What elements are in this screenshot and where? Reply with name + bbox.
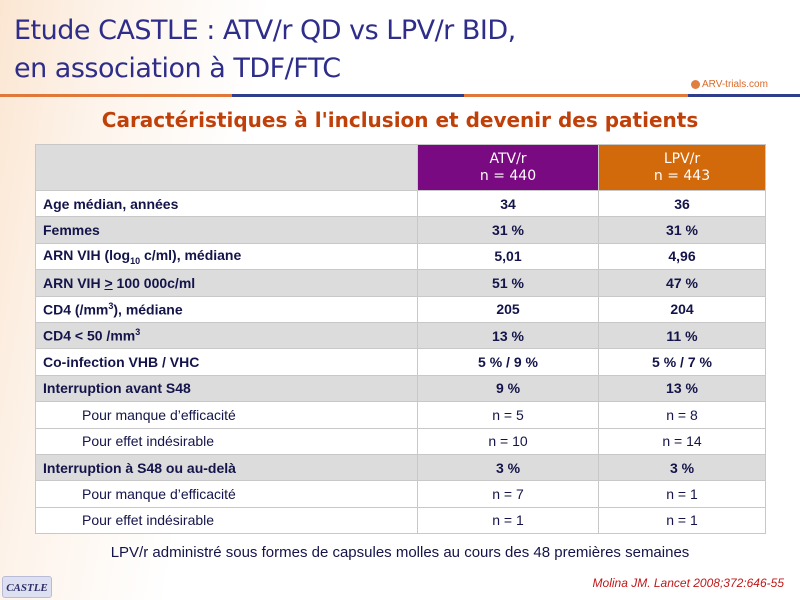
- label-superscript: 3: [135, 327, 141, 338]
- atv-value: 31 %: [417, 216, 599, 244]
- atv-value: 205: [417, 295, 599, 323]
- label-text-end: 100 000c/ml: [112, 274, 196, 291]
- row-label: Age médian, années: [35, 189, 418, 218]
- label-text: Pour effet indésirable: [82, 512, 215, 529]
- atv-value: n = 5: [417, 401, 599, 429]
- logo-text: ARV-trials.com: [702, 79, 768, 90]
- lpv-value: 47 %: [598, 269, 766, 297]
- label-text: Interruption à S48 ou au-delà: [43, 459, 236, 476]
- label-text-end: ), médiane: [113, 301, 183, 318]
- lpv-value: 3 %: [598, 453, 766, 482]
- label-text: CD4 (/mm: [43, 301, 109, 318]
- atv-value: 5 % / 9 %: [417, 348, 599, 376]
- lpv-n: n = 443: [653, 167, 711, 184]
- row-label: CD4 < 50 /mm3: [35, 321, 418, 350]
- title-divider: [0, 94, 800, 97]
- lpv-name: LPV/r: [663, 150, 701, 167]
- table-row: Age médian, années 34 36: [35, 189, 766, 218]
- lpv-value: n = 14: [598, 427, 766, 455]
- label-text: Pour effet indésirable: [82, 433, 215, 450]
- row-label: Interruption avant S48: [35, 374, 418, 403]
- atv-value: 5,01: [417, 242, 599, 271]
- lpv-value: n = 1: [598, 480, 766, 508]
- lpv-value: n = 1: [598, 506, 766, 535]
- lpv-value: 204: [598, 295, 766, 323]
- label-text: Interruption avant S48: [43, 380, 191, 397]
- lpv-value: 11 %: [598, 321, 766, 350]
- table-row: ARN VIH (log10 c/ml), médiane 5,01 4,96: [35, 242, 766, 271]
- label-subscript: 10: [130, 255, 141, 266]
- label-symbol: >: [104, 274, 113, 291]
- logo-icon: [691, 79, 700, 89]
- table-row: Pour effet indésirable n = 10 n = 14: [35, 427, 766, 455]
- title-line-1: Etude CASTLE : ATV/r QD vs LPV/r BID,: [14, 15, 516, 46]
- label-text-end: c/ml), médiane: [140, 247, 242, 264]
- row-label: Pour effet indésirable: [35, 427, 418, 455]
- label-text: Pour manque d’efficacité: [82, 406, 236, 423]
- atv-value: 13 %: [417, 321, 599, 350]
- row-label: Pour effet indésirable: [35, 506, 418, 535]
- table-row: Interruption à S48 ou au-delà 3 % 3 %: [35, 453, 766, 482]
- label-text: Pour manque d’efficacité: [82, 485, 236, 502]
- table-row: CD4 (/mm3), médiane 205 204: [35, 295, 766, 323]
- atv-value: n = 10: [417, 427, 599, 455]
- table-row: Femmes 31 % 31 %: [35, 216, 766, 244]
- table-row: Co-infection VHB / VHC 5 % / 9 % 5 % / 7 %: [35, 348, 766, 376]
- header-lpv: LPV/r n = 443: [598, 144, 766, 191]
- label-text: CD4 < 50 /mm: [43, 327, 136, 344]
- atv-value: 51 %: [417, 269, 599, 297]
- footnote: LPV/r administré sous formes de capsules…: [110, 544, 690, 561]
- reference: Molina JM. Lancet 2008;372:646-55: [592, 576, 784, 590]
- label-text: Femmes: [43, 222, 100, 239]
- title-line-2: en association à TDF/FTC: [14, 53, 341, 84]
- atv-n: n = 440: [479, 167, 537, 184]
- atv-value: 34: [417, 189, 599, 218]
- row-label: CD4 (/mm3), médiane: [35, 295, 418, 323]
- lpv-value: 4,96: [598, 242, 766, 271]
- table-row: CD4 < 50 /mm3 13 % 11 %: [35, 321, 766, 350]
- arv-trials-logo: ARV-trials.com: [688, 78, 771, 91]
- table-heading: Caractéristiques à l'inclusion et deveni…: [101, 108, 699, 132]
- row-label: Femmes: [35, 216, 418, 244]
- row-label: ARN VIH > 100 000c/ml: [35, 269, 418, 297]
- table-row: Interruption avant S48 9 % 13 %: [35, 374, 766, 403]
- row-label: Pour manque d’efficacité: [35, 401, 418, 429]
- lpv-value: n = 8: [598, 401, 766, 429]
- header-blank: [35, 144, 418, 191]
- atv-value: n = 7: [417, 480, 599, 508]
- label-text: Age médian, années: [43, 195, 179, 212]
- label-text: ARN VIH: [43, 274, 105, 291]
- lpv-value: 5 % / 7 %: [598, 348, 766, 376]
- label-text: ARN VIH (log: [43, 247, 131, 264]
- lpv-value: 31 %: [598, 216, 766, 244]
- atv-name: ATV/r: [489, 150, 527, 167]
- lpv-value: 36: [598, 189, 766, 218]
- slide-title: Etude CASTLE : ATV/r QD vs LPV/r BID, en…: [14, 12, 516, 88]
- row-label: ARN VIH (log10 c/ml), médiane: [35, 242, 418, 271]
- atv-value: n = 1: [417, 506, 599, 535]
- header-atv: ATV/r n = 440: [417, 144, 599, 191]
- study-badge: CASTLE: [2, 576, 52, 598]
- patient-characteristics-table: ATV/r n = 440 LPV/r n = 443 Age médian, an…: [35, 144, 766, 535]
- atv-value: 9 %: [417, 374, 599, 403]
- row-label: Pour manque d’efficacité: [35, 480, 418, 508]
- label-text: Co-infection VHB / VHC: [43, 354, 200, 371]
- lpv-value: 13 %: [598, 374, 766, 403]
- atv-value: 3 %: [417, 453, 599, 482]
- label-superscript: 3: [108, 300, 114, 311]
- row-label: Co-infection VHB / VHC: [35, 348, 418, 376]
- table-row: ARN VIH > 100 000c/ml 51 % 47 %: [35, 269, 766, 297]
- row-label: Interruption à S48 ou au-delà: [35, 453, 418, 482]
